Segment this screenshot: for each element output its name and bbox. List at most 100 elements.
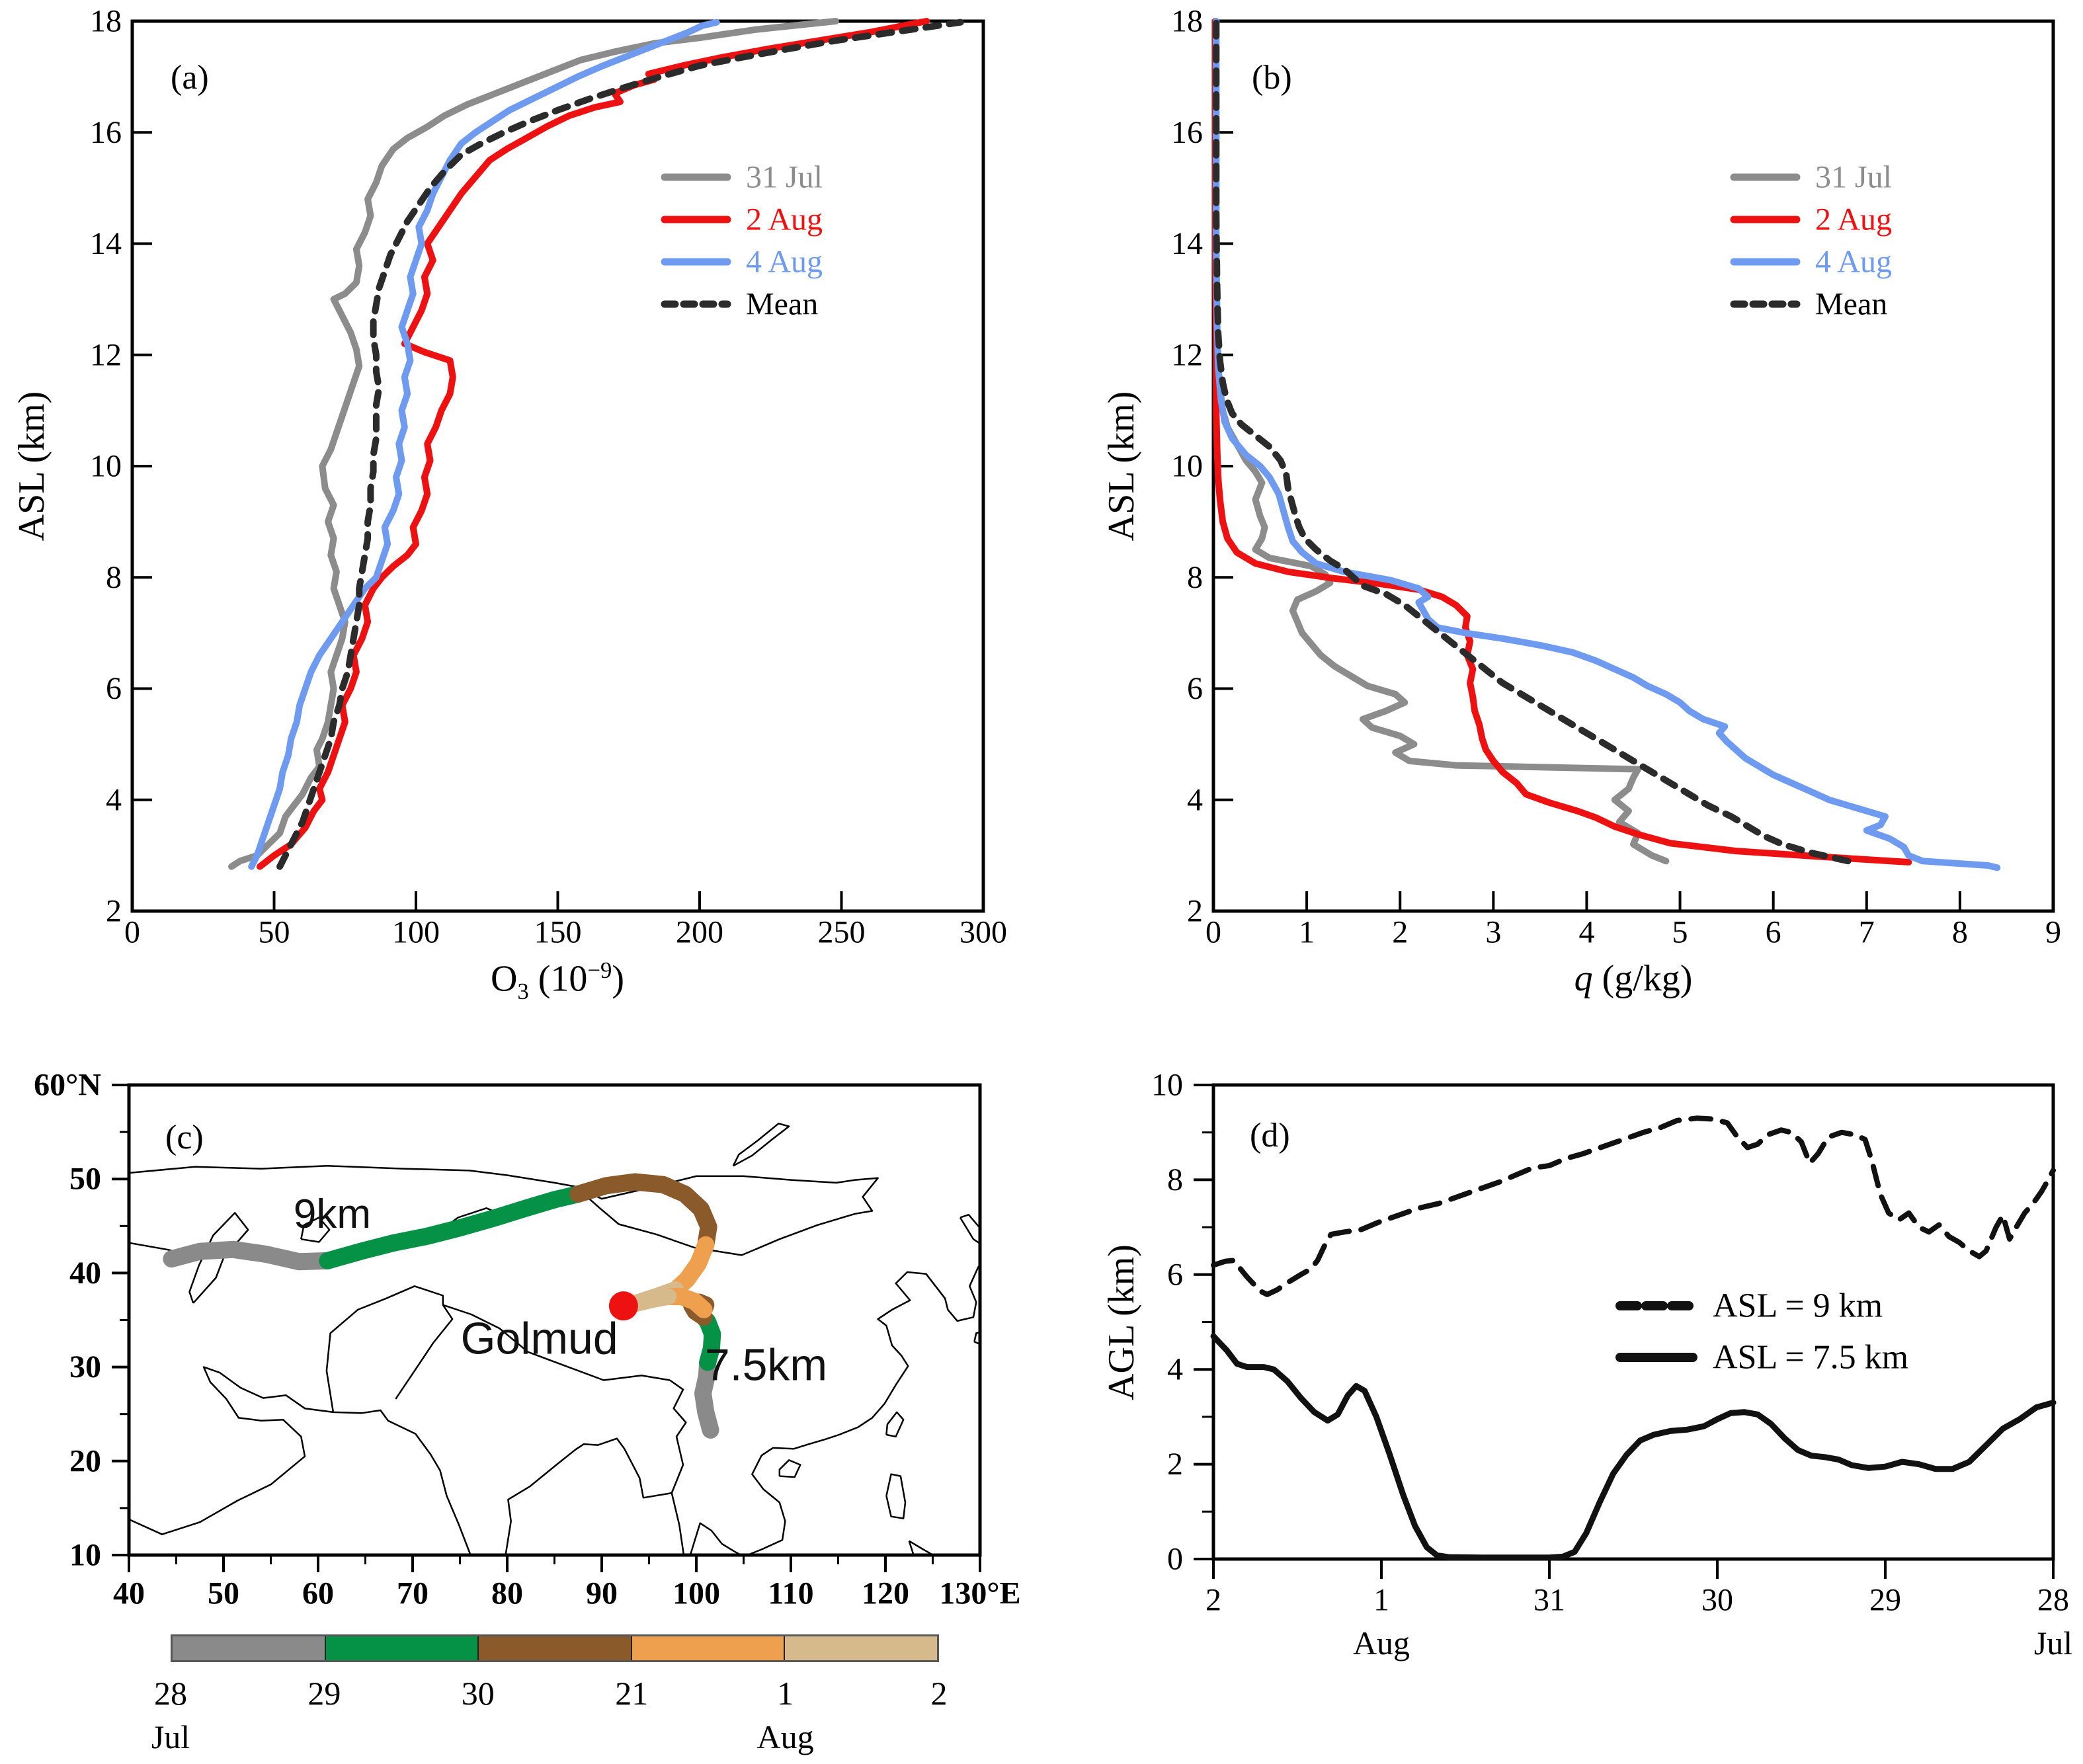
svg-text:14: 14 — [1171, 226, 1203, 261]
svg-text:90: 90 — [586, 1576, 618, 1611]
colorbar-tick-label: 1 — [777, 1675, 794, 1712]
colorbar-segment — [479, 1636, 632, 1660]
svg-text:(c): (c) — [165, 1119, 204, 1156]
svg-text:31 Jul: 31 Jul — [1815, 160, 1892, 195]
svg-text:9km: 9km — [294, 1191, 371, 1237]
panel-b-y-axis-label: ASL (km) — [1101, 391, 1142, 541]
coastline — [300, 1217, 331, 1243]
svg-text:40: 40 — [69, 1256, 101, 1291]
panel-a: 0 50 100 150 200 250 300 2 4 6 8 10 12 14 16 18 (a) 31 Ju… — [90, 4, 1007, 950]
legend: ASL = 9 km ASL = 7.5 km — [1615, 1287, 1908, 1377]
series-4-aug — [1213, 18, 2001, 871]
svg-text:2 Aug: 2 Aug — [1815, 202, 1892, 237]
series-asl-9-km — [1211, 1115, 2056, 1297]
svg-text:6: 6 — [106, 671, 122, 706]
svg-text:31 Jul: 31 Jul — [746, 160, 823, 195]
svg-text:31: 31 — [1533, 1583, 1565, 1618]
svg-text:1: 1 — [1299, 915, 1315, 950]
svg-text:60: 60 — [302, 1576, 334, 1611]
svg-text:4: 4 — [1167, 1352, 1183, 1387]
svg-text:ASL = 7.5 km: ASL = 7.5 km — [1713, 1339, 1908, 1377]
trajectory-date-colorbar — [171, 1634, 939, 1662]
svg-text:6: 6 — [1167, 1257, 1183, 1292]
svg-text:3: 3 — [1485, 915, 1501, 950]
coastline — [885, 1473, 907, 1519]
svg-text:Mean: Mean — [1815, 287, 1887, 322]
colorbar-month-label: Aug — [756, 1718, 814, 1755]
svg-text:2: 2 — [1187, 894, 1203, 929]
svg-text:14: 14 — [90, 226, 122, 261]
svg-text:4: 4 — [1578, 915, 1594, 950]
svg-text:8: 8 — [1167, 1162, 1183, 1197]
svg-text:4 Aug: 4 Aug — [746, 245, 823, 280]
svg-text:4: 4 — [106, 782, 122, 817]
svg-text:(a): (a) — [171, 59, 209, 97]
coastline — [188, 1212, 249, 1304]
svg-text:8: 8 — [106, 560, 122, 595]
svg-text:8: 8 — [1952, 915, 1968, 950]
svg-text:10: 10 — [90, 449, 122, 484]
map-inner: 9km Golmud 7.5km — [129, 1123, 980, 1555]
svg-text:8: 8 — [1187, 560, 1203, 595]
coastline — [959, 1213, 980, 1245]
legend: 31 Jul 2 Aug 4 Aug Mean — [661, 160, 823, 322]
svg-text:(d): (d) — [1250, 1117, 1290, 1154]
coastline — [395, 1304, 454, 1400]
svg-text:120: 120 — [862, 1576, 909, 1611]
svg-text:50: 50 — [259, 915, 290, 950]
svg-text:2: 2 — [106, 894, 122, 929]
svg-text:1: 1 — [1373, 1583, 1389, 1618]
panel-a-y-axis-label: ASL (km) — [11, 391, 52, 541]
svg-text:Mean: Mean — [746, 287, 818, 322]
panel-d-frame — [1211, 1083, 2055, 1561]
coastline — [669, 1379, 687, 1494]
svg-text:10: 10 — [1171, 449, 1203, 484]
coastline — [575, 1175, 879, 1256]
svg-text:7: 7 — [1859, 915, 1875, 950]
svg-text:2 Aug: 2 Aug — [746, 202, 823, 237]
colorbar-tick-label: 21 — [615, 1675, 649, 1712]
trajectory-segment — [163, 1240, 337, 1271]
svg-text:150: 150 — [534, 915, 582, 950]
coastline — [129, 1366, 471, 1555]
coastline — [129, 1165, 576, 1187]
colorbar-month-label: Jul — [151, 1718, 190, 1755]
svg-text:ASL = 9 km: ASL = 9 km — [1713, 1287, 1883, 1325]
svg-text:28: 28 — [2037, 1583, 2069, 1618]
svg-text:6: 6 — [1187, 671, 1203, 706]
golmud-station-marker — [608, 1291, 638, 1321]
svg-text:200: 200 — [676, 915, 723, 950]
colorbar-tick-label: 2 — [930, 1675, 948, 1712]
trajectory-9km — [163, 1173, 717, 1315]
svg-text:2: 2 — [1205, 1583, 1221, 1618]
svg-text:70: 70 — [397, 1576, 429, 1611]
colorbar-tick-label: 29 — [307, 1675, 341, 1712]
svg-text:5: 5 — [1672, 915, 1688, 950]
svg-text:12: 12 — [1171, 337, 1203, 372]
svg-text:2: 2 — [1392, 915, 1408, 950]
svg-text:Aug: Aug — [1353, 1624, 1410, 1662]
series-4-aug — [248, 19, 720, 870]
panel-d-y-axis-label: AGL (km) — [1101, 1244, 1142, 1400]
colorbar-tick-label: 30 — [461, 1675, 495, 1712]
svg-text:50: 50 — [69, 1162, 101, 1197]
colorbar-tick-label: 28 — [154, 1675, 187, 1712]
svg-text:4 Aug: 4 Aug — [1815, 245, 1892, 280]
panel-a-x-axis-label: O3 (10−9) — [490, 957, 625, 1004]
svg-text:100: 100 — [392, 915, 440, 950]
svg-text:60°N: 60°N — [34, 1068, 101, 1103]
series-2-aug — [1211, 18, 1912, 865]
svg-text:18: 18 — [1171, 4, 1203, 39]
svg-text:(b): (b) — [1252, 59, 1292, 97]
trajectory-7.5km — [614, 1288, 721, 1439]
svg-text:9: 9 — [2045, 915, 2061, 950]
svg-text:2: 2 — [1167, 1447, 1183, 1482]
coastline — [745, 1263, 980, 1555]
coastline — [778, 1459, 801, 1478]
colorbar-segment — [785, 1636, 937, 1660]
svg-text:130°E: 130°E — [939, 1576, 1020, 1611]
colorbar-segment — [632, 1636, 786, 1660]
coastline — [885, 1411, 905, 1438]
